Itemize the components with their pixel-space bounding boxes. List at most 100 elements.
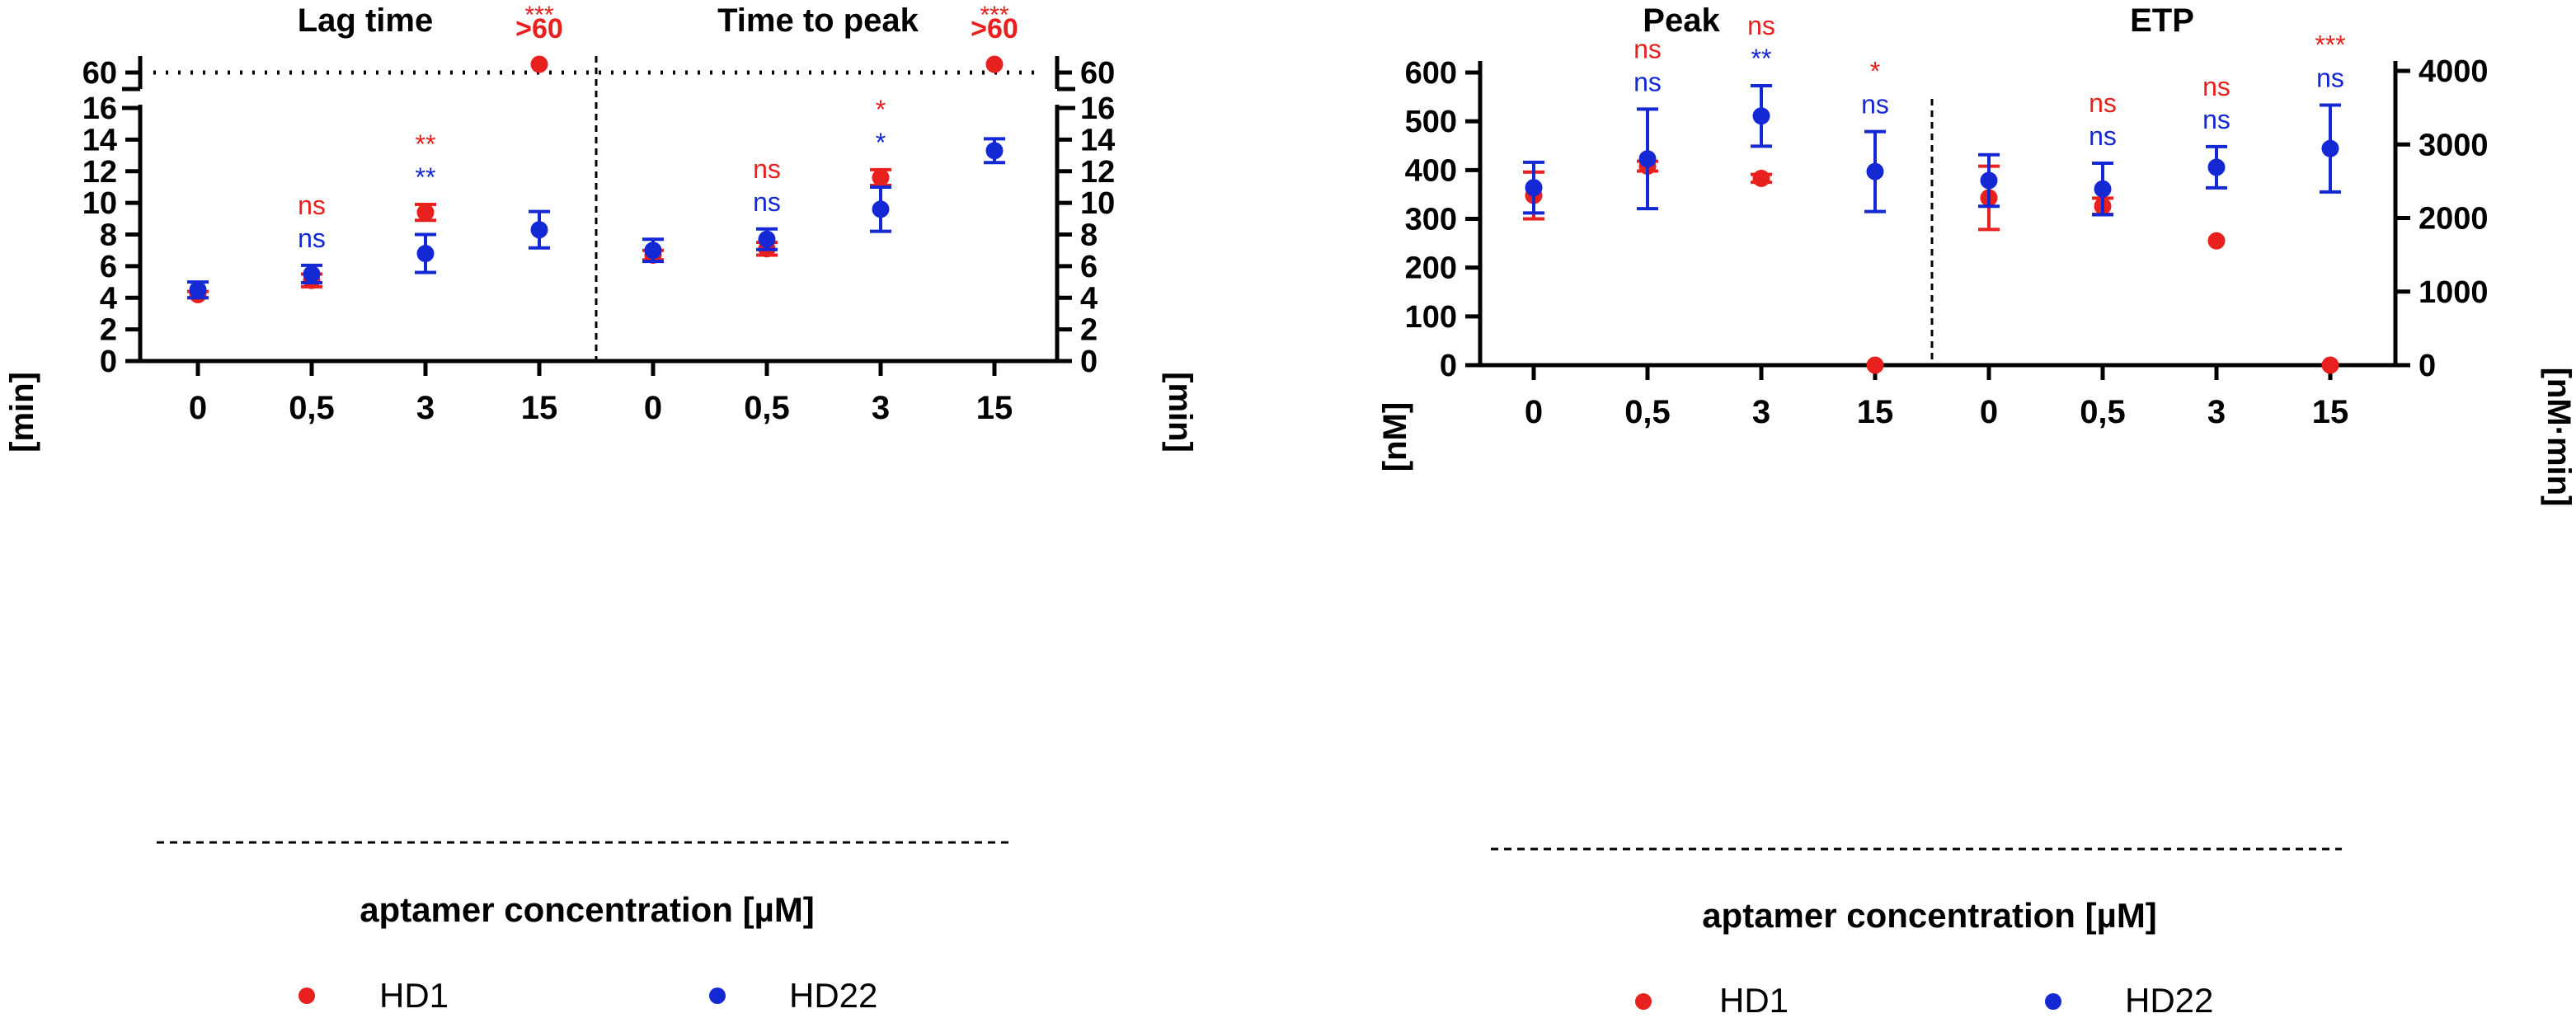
- legend-label-hd22: HD22: [789, 976, 877, 1015]
- point-etp-hd1-15: [2321, 356, 2339, 374]
- sig-etp-hd22-15: ns: [2316, 63, 2344, 93]
- y-tick-label-left-8: 8: [100, 218, 117, 253]
- y-tick-label-right-4000: 4000: [2419, 54, 2489, 89]
- y-tick-label-right-0: 0: [2419, 349, 2436, 383]
- y-tick-label-right-2000: 2000: [2419, 202, 2489, 237]
- sig-peak-hd1-3: ns: [1747, 11, 1775, 40]
- x-tick-label-0-5: 0,5: [289, 390, 335, 426]
- x-tick-label-15: 15: [2312, 394, 2349, 430]
- xlabel-left: aptamer concentration [µM]: [360, 890, 815, 929]
- point-etp-hd22-15: [2321, 139, 2339, 157]
- sig-etp-hd1-15: ***: [2315, 30, 2345, 60]
- x-tick-label-0-5: 0,5: [2080, 394, 2126, 430]
- legend-label-hd1: HD1: [1719, 981, 1789, 1018]
- point-time-to-peak-hd1-3: [872, 168, 890, 186]
- point-lag-time-hd22-3: [416, 245, 435, 263]
- y-tick-label-left-16: 16: [82, 91, 117, 126]
- point-lag-time-hd1-3: [416, 204, 435, 222]
- sig-time-to-peak-hd22-0-5: ns: [753, 187, 781, 217]
- point-peak-hd22-0-5: [1638, 150, 1657, 168]
- sig-etp-hd22-3: ns: [2202, 105, 2230, 134]
- y-tick-label-right-16: 16: [1080, 91, 1115, 126]
- point-etp-hd22-0: [1980, 171, 1998, 190]
- y-tick-label-left-200: 200: [1405, 251, 1457, 286]
- point-peak-hd22-3: [1752, 107, 1770, 125]
- x-tick-label-15: 15: [1857, 394, 1894, 430]
- x-tick-label-0: 0: [644, 390, 662, 426]
- sig-peak-hd1-0-5: ns: [1634, 34, 1662, 63]
- sig-peak-hd22-3: **: [1751, 44, 1772, 73]
- x-tick-label-3: 3: [416, 390, 435, 426]
- y-tick-label-right-60: 60: [1080, 56, 1115, 91]
- y-tick-label-right-1000: 1000: [2419, 275, 2489, 310]
- point-overflow-lag-time-hd1: [530, 55, 548, 73]
- sig-etp-hd1-0-5: ns: [2089, 88, 2117, 118]
- y-tick-label-right-4: 4: [1080, 281, 1098, 316]
- x-tick-label-3: 3: [872, 390, 890, 426]
- y-tick-label-left-300: 300: [1405, 203, 1457, 237]
- y-tick-label-right-6: 6: [1080, 250, 1098, 284]
- point-peak-hd22-15: [1866, 162, 1884, 181]
- x-tick-label-0-5: 0,5: [1624, 394, 1671, 430]
- point-lag-time-hd22-0: [189, 281, 207, 299]
- title-time-to-peak: Time to peak: [717, 2, 919, 39]
- point-time-to-peak-hd22-15: [985, 142, 1004, 160]
- sig-lag-time-hd22-0-5: ns: [298, 223, 326, 253]
- y-tick-label-left-10: 10: [82, 186, 117, 221]
- y-tick-label-right-10: 10: [1080, 186, 1115, 221]
- sig-time-to-peak-hd1-3: *: [876, 95, 886, 124]
- point-etp-hd1-3: [2207, 232, 2226, 250]
- xlabel-right: aptamer concentration [µM]: [1702, 896, 2157, 935]
- ylabel-left-panel-right: [min]: [1162, 372, 1198, 453]
- y-tick-label-left-4: 4: [100, 281, 117, 316]
- x-tick-label-0: 0: [1980, 394, 1998, 430]
- title-etp: ETP: [2130, 2, 2194, 39]
- y-tick-label-left-0: 0: [100, 345, 117, 379]
- point-peak-hd1-3: [1752, 169, 1770, 187]
- x-tick-label-3: 3: [2207, 394, 2226, 430]
- legend-marker-hd22: [2045, 993, 2061, 1010]
- legend-marker-hd22: [709, 988, 726, 1004]
- point-overflow-time-to-peak-hd1: [985, 55, 1004, 73]
- y-tick-label-left-400: 400: [1405, 153, 1457, 188]
- sig-lag-time-hd1-3: **: [416, 129, 436, 159]
- y-tick-label-right-3000: 3000: [2419, 128, 2489, 162]
- point-time-to-peak-hd22-0: [644, 242, 662, 260]
- point-etp-hd22-3: [2207, 158, 2226, 176]
- sig-time-to-peak-hd1-15: ***: [980, 2, 1008, 29]
- y-tick-label-left-12: 12: [82, 155, 117, 190]
- x-tick-label-15: 15: [521, 390, 558, 426]
- x-tick-label-0-5: 0,5: [744, 390, 790, 426]
- point-etp-hd22-0-5: [2094, 180, 2112, 198]
- sig-etp-hd22-0-5: ns: [2089, 121, 2117, 151]
- sig-time-to-peak-hd1-0-5: ns: [753, 154, 781, 184]
- ylabel-right-panel-left: [nM]: [1377, 402, 1413, 471]
- y-tick-label-left-100: 100: [1405, 300, 1457, 335]
- y-tick-label-left-0: 0: [1440, 349, 1457, 383]
- title-peak: Peak: [1643, 2, 1720, 39]
- title-lag-time: Lag time: [298, 2, 433, 39]
- y-tick-label-left-2: 2: [100, 313, 117, 348]
- sig-time-to-peak-hd22-3: *: [876, 128, 886, 157]
- x-tick-label-0: 0: [189, 390, 207, 426]
- y-tick-label-left-6: 6: [100, 250, 117, 284]
- point-lag-time-hd22-0-5: [303, 265, 321, 283]
- y-tick-label-right-8: 8: [1080, 218, 1098, 253]
- x-tick-label-3: 3: [1752, 394, 1770, 430]
- sig-peak-hd22-0-5: ns: [1634, 67, 1662, 96]
- sig-lag-time-hd22-3: **: [416, 162, 436, 192]
- y-tick-label-right-2: 2: [1080, 313, 1098, 348]
- point-peak-hd1-15: [1866, 356, 1884, 374]
- overflow-label-lag-time: >60: [515, 13, 563, 45]
- sig-etp-hd1-3: ns: [2202, 72, 2230, 101]
- y-tick-label-right-0: 0: [1080, 345, 1098, 379]
- ylabel-left-panel-left: [min]: [4, 372, 40, 453]
- y-tick-label-left-14: 14: [82, 123, 117, 157]
- y-tick-label-right-14: 14: [1080, 123, 1115, 157]
- sig-lag-time-hd1-15: ***: [524, 2, 553, 29]
- y-tick-label-left-600: 600: [1405, 56, 1457, 91]
- legend-marker-hd1: [298, 988, 315, 1004]
- sig-peak-hd1-15: *: [1870, 57, 1880, 87]
- overflow-label-time-to-peak: >60: [971, 13, 1018, 45]
